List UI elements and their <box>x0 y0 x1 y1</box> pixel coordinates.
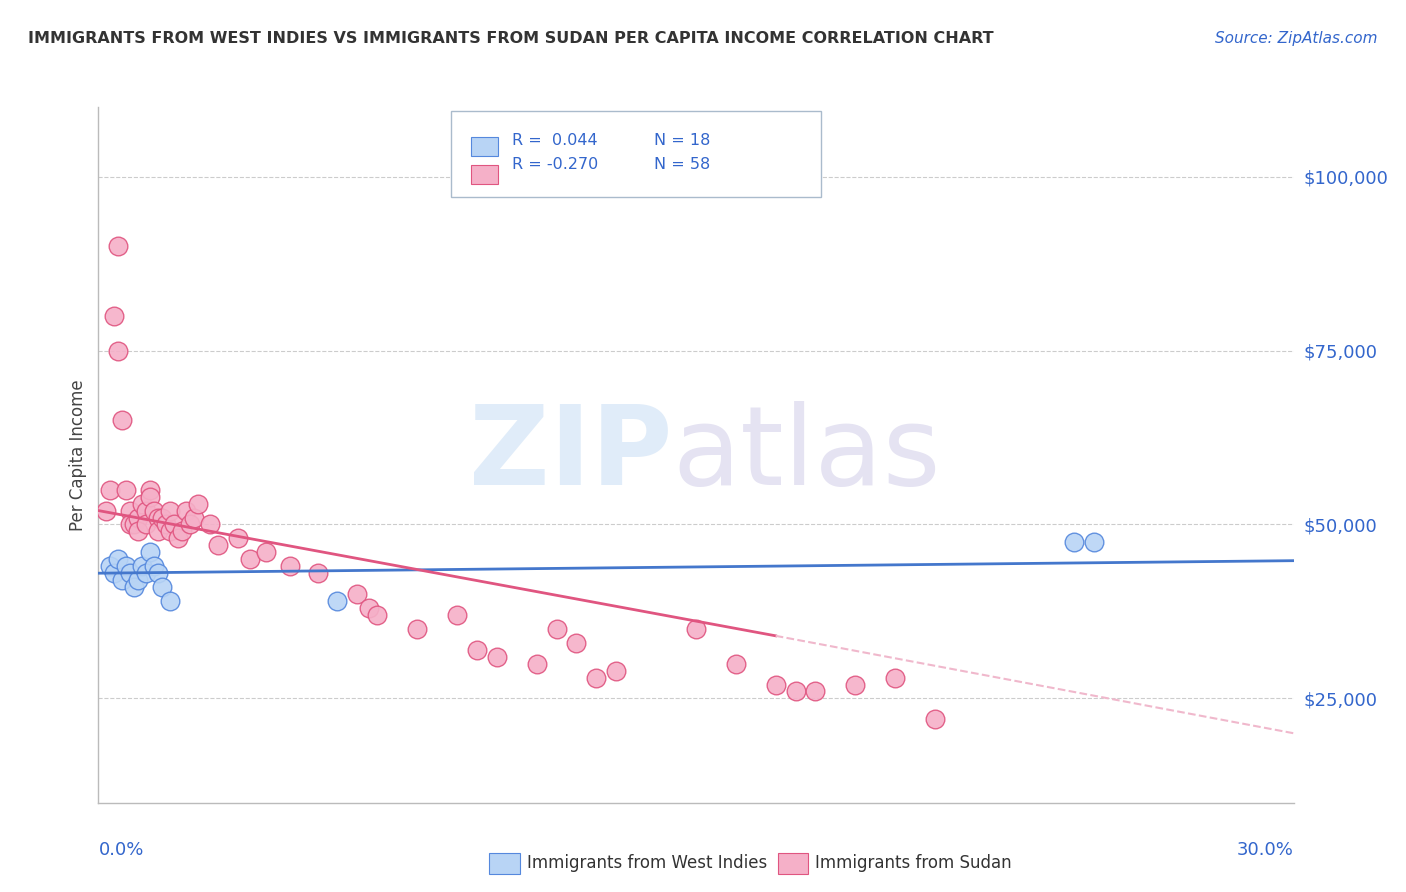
Point <box>159 503 181 517</box>
Point <box>96 503 118 517</box>
Point <box>159 524 181 539</box>
Point <box>155 517 177 532</box>
FancyBboxPatch shape <box>471 137 498 156</box>
Point <box>107 343 129 358</box>
FancyBboxPatch shape <box>471 165 498 184</box>
Point <box>124 580 146 594</box>
Point <box>127 510 149 524</box>
Point <box>139 545 162 559</box>
Point <box>179 517 201 532</box>
Point <box>127 573 149 587</box>
Point <box>150 510 173 524</box>
Point <box>98 483 122 497</box>
Text: 30.0%: 30.0% <box>1237 841 1294 859</box>
Text: N = 18: N = 18 <box>654 133 710 148</box>
Point <box>115 559 138 574</box>
Point <box>135 503 157 517</box>
Point <box>139 490 162 504</box>
Point <box>844 677 866 691</box>
Point <box>565 636 588 650</box>
Point <box>148 524 170 539</box>
Point <box>884 671 907 685</box>
Text: Immigrants from Sudan: Immigrants from Sudan <box>815 855 1012 872</box>
Point <box>167 532 190 546</box>
Text: R =  0.044: R = 0.044 <box>512 133 598 148</box>
Point <box>148 510 170 524</box>
Point <box>207 538 229 552</box>
Point <box>120 566 142 581</box>
Text: R = -0.270: R = -0.270 <box>512 157 598 171</box>
Point <box>254 545 277 559</box>
Text: N = 58: N = 58 <box>654 157 710 171</box>
Point <box>526 657 548 671</box>
Point <box>107 239 129 253</box>
Point <box>187 497 209 511</box>
Point <box>124 517 146 532</box>
Point <box>765 677 787 691</box>
Point <box>98 559 122 574</box>
Point <box>143 503 166 517</box>
Point <box>111 573 134 587</box>
Point <box>924 712 946 726</box>
Point <box>785 684 807 698</box>
Point <box>139 483 162 497</box>
Point <box>278 559 301 574</box>
Y-axis label: Per Capita Income: Per Capita Income <box>69 379 87 531</box>
Point <box>115 483 138 497</box>
Point <box>150 580 173 594</box>
Text: atlas: atlas <box>672 401 941 508</box>
Point <box>198 517 221 532</box>
Point <box>239 552 262 566</box>
Point <box>546 622 568 636</box>
Point <box>465 642 488 657</box>
Point <box>135 566 157 581</box>
Point <box>127 524 149 539</box>
Point <box>183 510 205 524</box>
Text: Source: ZipAtlas.com: Source: ZipAtlas.com <box>1215 31 1378 46</box>
Point <box>804 684 827 698</box>
Point <box>307 566 329 581</box>
Point <box>724 657 747 671</box>
Point <box>605 664 627 678</box>
Point <box>406 622 429 636</box>
Point <box>685 622 707 636</box>
Point <box>120 503 142 517</box>
Point <box>326 594 349 608</box>
Text: Immigrants from West Indies: Immigrants from West Indies <box>527 855 768 872</box>
Point <box>159 594 181 608</box>
Point <box>143 559 166 574</box>
Point <box>131 559 153 574</box>
Point <box>103 566 125 581</box>
Point <box>103 309 125 323</box>
Point <box>135 517 157 532</box>
Point <box>174 503 197 517</box>
Point <box>359 601 381 615</box>
Point <box>346 587 368 601</box>
Point <box>446 607 468 622</box>
Point <box>131 497 153 511</box>
Point <box>172 524 194 539</box>
Point <box>485 649 508 664</box>
Point <box>120 517 142 532</box>
Point <box>1083 534 1105 549</box>
Text: IMMIGRANTS FROM WEST INDIES VS IMMIGRANTS FROM SUDAN PER CAPITA INCOME CORRELATI: IMMIGRANTS FROM WEST INDIES VS IMMIGRANT… <box>28 31 994 46</box>
Point <box>1063 534 1085 549</box>
Point <box>111 413 134 427</box>
Point <box>226 532 249 546</box>
Point <box>163 517 186 532</box>
FancyBboxPatch shape <box>451 111 821 197</box>
Text: ZIP: ZIP <box>468 401 672 508</box>
Point <box>585 671 607 685</box>
Point <box>148 566 170 581</box>
Text: 0.0%: 0.0% <box>98 841 143 859</box>
Point <box>366 607 388 622</box>
Point <box>107 552 129 566</box>
